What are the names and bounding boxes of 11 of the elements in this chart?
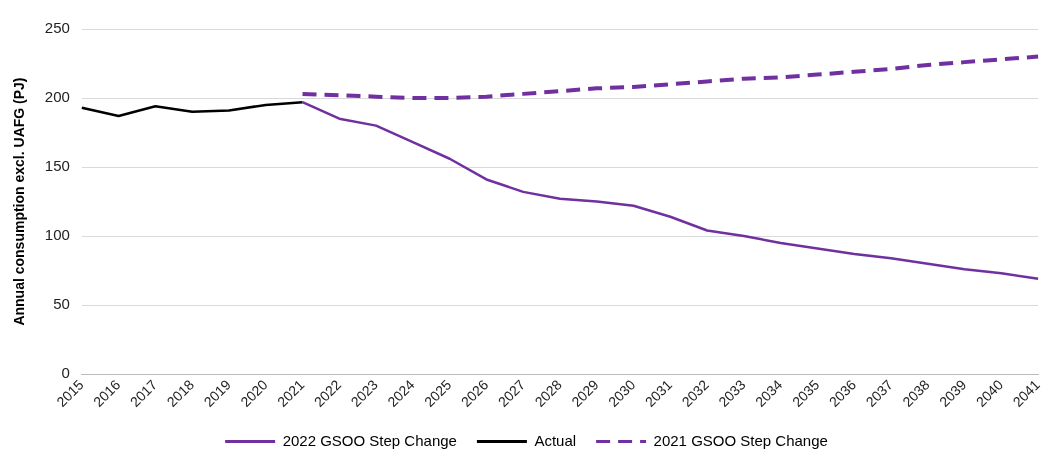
legend-label: 2021 GSOO Step Change (653, 431, 828, 449)
line-series (300, 54, 1041, 101)
y-tick-label: 0 (61, 364, 70, 382)
legend-label: 2022 GSOO Step Change (282, 431, 457, 449)
y-axis-title: Annual consumption excl. UAFG (PJ) (11, 77, 28, 326)
y-tick-label: 200 (44, 88, 70, 106)
legend-label: Actual (534, 431, 577, 449)
y-tick-label: 50 (53, 295, 70, 313)
y-tick-label: 150 (44, 157, 70, 175)
y-tick-label: 250 (44, 19, 70, 37)
y-tick-label: 100 (44, 226, 70, 244)
